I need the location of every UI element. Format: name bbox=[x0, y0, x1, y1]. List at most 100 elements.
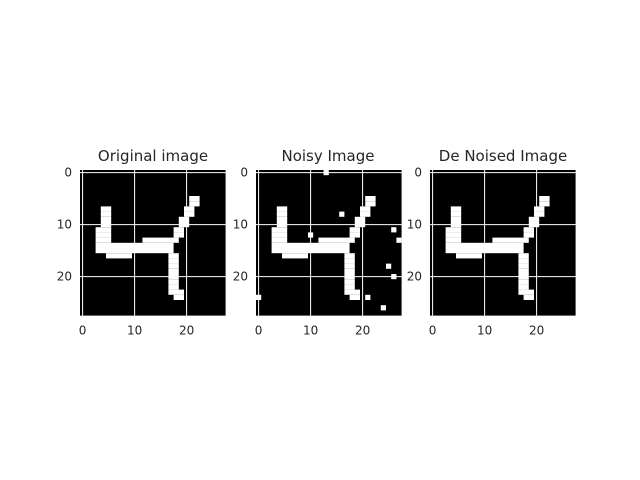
image-pixel-run bbox=[168, 268, 179, 274]
image-pixel-run bbox=[344, 263, 355, 269]
image-pixel-run bbox=[276, 206, 288, 212]
image-pixel-run bbox=[95, 237, 112, 243]
image-pixel-run bbox=[95, 232, 112, 238]
image-pixel-run bbox=[539, 196, 550, 202]
image-pixel-run bbox=[344, 268, 355, 274]
image-pixel-run bbox=[100, 211, 112, 217]
y-tick-label: 10 bbox=[407, 218, 422, 232]
image-pixel-run bbox=[100, 206, 112, 212]
image-pixel-run bbox=[365, 294, 371, 300]
subplot-title: De Noised Image bbox=[439, 147, 567, 165]
image-pixel-run bbox=[168, 253, 179, 259]
subplot-denoised: De Noised Image 0 10 20 0 10 20 bbox=[407, 147, 576, 338]
image-panel: 0 10 20 0 10 20 bbox=[407, 166, 576, 338]
x-tick-label: 20 bbox=[355, 324, 370, 338]
y-tick-label: 20 bbox=[233, 270, 248, 284]
image-pixel-run bbox=[189, 201, 200, 207]
image-pixel-run bbox=[276, 211, 288, 217]
image-pixel-run bbox=[271, 232, 288, 238]
image-pixel-run bbox=[349, 227, 360, 233]
image-pixel-run bbox=[534, 206, 545, 212]
x-tick-label: 10 bbox=[477, 324, 492, 338]
y-tick-label: 10 bbox=[57, 218, 72, 232]
image-pixel-run bbox=[445, 227, 462, 233]
image-pixel-run bbox=[349, 294, 360, 300]
image-pixel-run bbox=[450, 216, 462, 222]
image-pixel-run bbox=[349, 232, 360, 238]
image-pixel-run bbox=[360, 206, 371, 212]
image-pixel-run bbox=[518, 253, 529, 259]
y-tick-label: 0 bbox=[64, 166, 72, 180]
x-tick-label: 20 bbox=[529, 324, 544, 338]
image-pixel-run bbox=[523, 227, 534, 233]
x-tick-label: 20 bbox=[179, 324, 194, 338]
image-pixel-run bbox=[100, 216, 112, 222]
image-pixel-run bbox=[95, 227, 112, 233]
image-pixel-run bbox=[445, 237, 462, 243]
image-pixel-run bbox=[184, 206, 195, 212]
image-pixel-run bbox=[276, 216, 288, 222]
image-pixel-run bbox=[380, 305, 386, 311]
image-pixel-run bbox=[173, 294, 184, 300]
image-pixel-run bbox=[168, 258, 179, 264]
y-tick-label: 0 bbox=[414, 166, 422, 180]
image-pixel-run bbox=[539, 201, 550, 207]
image-pixel-run bbox=[518, 279, 529, 285]
image-pixel-run bbox=[271, 227, 288, 233]
image-pixel-run bbox=[142, 237, 179, 243]
image-pixel-run bbox=[173, 232, 184, 238]
image-pixel-run bbox=[518, 263, 529, 269]
image-panel: 0 10 20 0 10 20 bbox=[233, 166, 402, 338]
image-pixel-run bbox=[344, 284, 355, 290]
image-pixel-run bbox=[168, 284, 179, 290]
subplot-noisy: Noisy Image 0 10 20 0 10 20 bbox=[233, 147, 402, 338]
image-pixel-run bbox=[518, 258, 529, 264]
image-pixel-run bbox=[534, 211, 545, 217]
image-pixel-run bbox=[344, 279, 355, 285]
image-pixel-run bbox=[354, 216, 366, 222]
x-tick-label: 10 bbox=[303, 324, 318, 338]
image-pixel-run bbox=[318, 237, 355, 243]
image-pixel-run bbox=[365, 201, 376, 207]
image-pixel-run bbox=[168, 279, 179, 285]
image-pixel-run bbox=[339, 211, 345, 217]
image-pixel-run bbox=[492, 237, 529, 243]
x-tick-label: 0 bbox=[429, 324, 437, 338]
image-pixel-run bbox=[518, 289, 534, 295]
image-pixel-run bbox=[523, 294, 534, 300]
image-pixel-run bbox=[450, 206, 462, 212]
image-pixel-run bbox=[184, 211, 195, 217]
image-pixel-run bbox=[344, 289, 360, 295]
image-pixel-run bbox=[523, 232, 534, 238]
image-pixel-run bbox=[518, 284, 529, 290]
image-pixel-run bbox=[518, 268, 529, 274]
image-pixel-run bbox=[189, 196, 200, 202]
subplot-title: Original image bbox=[98, 147, 208, 165]
image-pixel-run bbox=[396, 237, 402, 243]
subplot-original: Original image 0 10 20 0 10 20 bbox=[57, 147, 226, 338]
image-pixel-run bbox=[528, 216, 540, 222]
image-pixel-run bbox=[386, 263, 392, 269]
y-tick-label: 20 bbox=[407, 270, 422, 284]
image-panel: 0 10 20 0 10 20 bbox=[57, 166, 226, 338]
x-tick-label: 0 bbox=[255, 324, 263, 338]
x-tick-label: 10 bbox=[127, 324, 142, 338]
image-pixel-run bbox=[168, 289, 184, 295]
image-pixel-run bbox=[445, 232, 462, 238]
subplot-title: Noisy Image bbox=[281, 147, 374, 165]
image-pixel-run bbox=[106, 253, 132, 259]
image-pixel-run bbox=[271, 237, 288, 243]
x-tick-label: 0 bbox=[79, 324, 87, 338]
image-pixel-run bbox=[344, 253, 355, 259]
y-tick-label: 20 bbox=[57, 270, 72, 284]
image-pixel-run bbox=[168, 263, 179, 269]
y-tick-label: 10 bbox=[233, 218, 248, 232]
image-pixel-run bbox=[450, 211, 462, 217]
image-pixel-run bbox=[344, 258, 355, 264]
image-pixel-run bbox=[391, 227, 397, 233]
image-pixel-run bbox=[178, 216, 190, 222]
y-tick-label: 0 bbox=[240, 166, 248, 180]
image-pixel-run bbox=[282, 253, 308, 259]
image-pixel-run bbox=[456, 253, 482, 259]
